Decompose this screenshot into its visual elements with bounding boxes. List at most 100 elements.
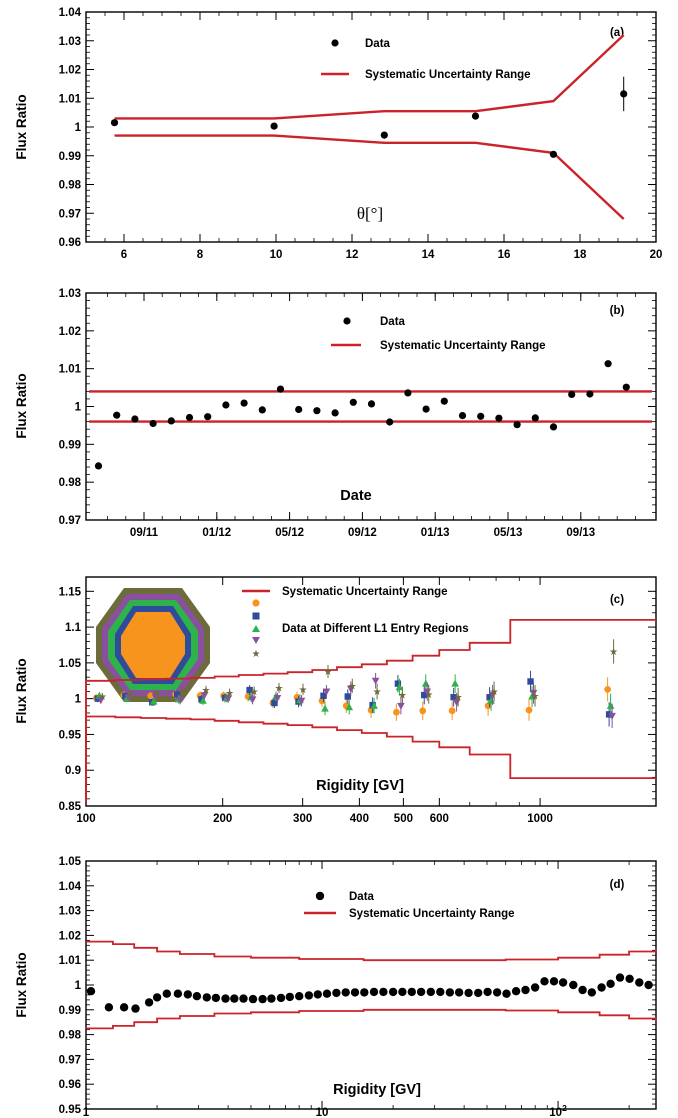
- panel-c-point-star: ★: [324, 667, 333, 678]
- panel-c-point-triangle-down: [608, 712, 616, 720]
- panel-a-ytick-label: 1.02: [59, 65, 81, 77]
- panel-d-data-point: [119, 1003, 129, 1012]
- panel-b-y-ticks: 0.97 0.98 0.99 1 1.01 1.02 1.03: [59, 288, 656, 527]
- panel-c-point-star: ★: [490, 687, 499, 698]
- panel-c-xtick-label: 400: [350, 813, 369, 825]
- panel-d-data-point: [569, 980, 578, 990]
- panel-c-point-triangle-up: [321, 704, 329, 712]
- panel-d-data-point: [258, 994, 267, 1004]
- panel-d-data-point: [313, 990, 322, 999]
- panel-c-legend-syst-label: Systematic Uncertainty Range: [282, 586, 448, 598]
- panel-c-point-star: ★: [424, 690, 433, 701]
- panel-d-data-point: [369, 987, 379, 997]
- panel-a-legend-data-marker: [331, 39, 339, 47]
- panel-c-legend: Systematic Uncertainty Range ★ Data at D…: [242, 586, 469, 660]
- panel-a: 0.96 0.97 0.98 0.99 1 1.01 1.02 1.03 1.04 6 8 10 12…: [14, 7, 662, 261]
- panel-c-point-triangle-down: [248, 696, 257, 704]
- panel-b-legend-data-marker: [343, 317, 351, 325]
- panel-b: 0.97 0.98 0.99 1 1.01 1.02 1.03 09/11 01/12 05/1…: [14, 288, 657, 539]
- panel-b-data-point: [331, 409, 339, 417]
- panel-d-data-point: [644, 980, 653, 990]
- panel-b-data-point: [295, 405, 303, 414]
- panel-b-data-point: [131, 415, 139, 423]
- panel-b-data-point: [495, 414, 503, 422]
- panel-a-xtick-label: 18: [574, 249, 587, 261]
- panel-c-xtick-label: 1000: [527, 813, 553, 825]
- panel-d-data-point: [578, 985, 587, 995]
- panel-b-data-point: [458, 412, 467, 420]
- panel-c-systematic-band: [85, 619, 656, 803]
- panel-b-data-point: [240, 399, 248, 407]
- panel-d-ytick-label: 1.04: [59, 881, 82, 893]
- panel-c-point-square: [122, 692, 129, 699]
- panel-c-legend-star-marker: ★: [252, 649, 261, 660]
- panel-b-legend-data-label: Data: [380, 316, 406, 328]
- panel-d-ytick-label: 1: [75, 980, 82, 992]
- panel-b-xtick-label: 09/13: [566, 527, 595, 539]
- panel-c-ytick-label: 1.1: [65, 622, 82, 634]
- panel-c-point-star: ★: [152, 688, 161, 699]
- panel-d-data-point: [104, 1003, 114, 1012]
- panel-b-data-point: [422, 405, 430, 413]
- panel-b-xlabel: Date: [340, 488, 371, 504]
- panel-c-legend-data-label: Data at Different L1 Entry Regions: [282, 623, 469, 635]
- panel-b-data-point: [313, 407, 321, 415]
- panel-d-data-point: [341, 988, 350, 997]
- panel-c-point-square: [344, 693, 351, 700]
- panel-d-data-point: [221, 994, 230, 1003]
- panel-c-point-star: ★: [299, 685, 308, 696]
- panel-a-xlabel: θ[°]: [357, 204, 383, 223]
- panel-c-systematic-lower: [85, 715, 656, 803]
- panel-d-data-point: [464, 988, 473, 998]
- panel-d-data-point: [492, 988, 502, 997]
- panel-d-ytick-label: 1.05: [59, 856, 82, 868]
- panel-b-data-point: [568, 390, 576, 398]
- panel-d-data-point: [426, 987, 435, 997]
- panel-d-data-point: [86, 987, 96, 996]
- panel-c-point-triangle-down: [297, 697, 306, 705]
- panel-a-data-points: [110, 76, 628, 158]
- panel-c-point-star: ★: [348, 681, 357, 692]
- panel-b-ytick-label: 0.98: [59, 477, 82, 489]
- panel-c-point-star: ★: [274, 683, 283, 694]
- panel-c-point-star: ★: [125, 689, 134, 700]
- panel-c-label: (c): [610, 594, 624, 606]
- panel-a-ytick-label: 1.04: [59, 7, 82, 19]
- panel-a-ytick-label: 0.96: [59, 237, 81, 249]
- panel-d-systematic-band: [86, 940, 657, 1030]
- panel-b-data-point: [94, 462, 103, 470]
- panel-d-data-point: [445, 988, 455, 997]
- panel-d-data-point: [192, 992, 202, 1001]
- panel-b-systematic-band: [89, 390, 652, 423]
- panel-a-data-point: [270, 122, 278, 130]
- panel-d-ytick-label: 0.99: [59, 1005, 81, 1017]
- panel-a-ytick-label: 0.99: [59, 151, 81, 163]
- panel-c-xtick-label: 300: [293, 813, 312, 825]
- panel-b-xtick-label: 09/12: [348, 527, 377, 539]
- panel-b-xtick-label: 01/13: [421, 527, 450, 539]
- panel-a-ytick-label: 1: [75, 122, 82, 134]
- panel-c-point-square: [320, 692, 327, 699]
- panel-d-data-point: [615, 973, 625, 982]
- panel-c-point-triangle-down: [371, 677, 380, 685]
- panel-c-point-star: ★: [250, 687, 259, 698]
- panel-c-point-triangle-up: [370, 701, 378, 709]
- panel-c-legend-circle-marker: [252, 599, 260, 607]
- panel-d-ytick-label: 0.96: [59, 1079, 81, 1091]
- panel-c-data-points: ★ ★ ★ ★ ★ ★ ★ ★ ★ ★ ★ ★ ★ ★ ★ ★ ★ ★: [92, 639, 618, 728]
- panel-b-ylabel: Flux Ratio: [14, 373, 29, 438]
- panel-b-data-point: [276, 385, 285, 393]
- panel-a-legend-syst-label: Systematic Uncertainty Range: [365, 69, 531, 81]
- panel-d-y-ticks: 0.95 0.96 0.97 0.98 0.99 1 1.01 1.02 1.03 1.04 1.0…: [59, 856, 656, 1116]
- panel-c-ytick-label: 1.05: [59, 658, 82, 670]
- panel-c-point-star: ★: [398, 691, 407, 702]
- panel-c-systematic-upper: [85, 619, 656, 803]
- panel-b-xtick-label: 01/12: [202, 527, 231, 539]
- panel-b-data-point: [531, 414, 539, 422]
- panel-d: 0.95 0.96 0.97 0.98 0.99 1 1.01 1.02 1.03 1.04 1.0…: [14, 856, 657, 1118]
- panel-c-point-star: ★: [373, 687, 382, 698]
- panel-d-data-point: [625, 974, 634, 983]
- panel-b-data-point: [440, 397, 448, 405]
- panel-a-xtick-label: 16: [498, 249, 511, 261]
- panel-d-data-point: [454, 988, 464, 997]
